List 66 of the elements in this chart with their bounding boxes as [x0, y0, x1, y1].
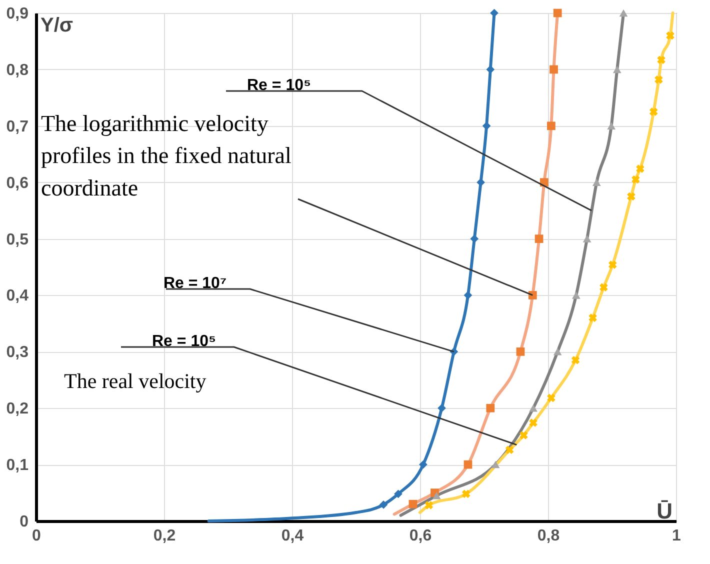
annotation: The real velocity [64, 369, 207, 393]
y-tick-label: 0,7 [6, 118, 29, 136]
point [534, 234, 544, 243]
y-tick-label: 0,4 [6, 288, 29, 305]
point [529, 418, 538, 427]
y-tick-label: 0 [20, 514, 29, 530]
point [432, 492, 441, 500]
x-tick-label: 0 [32, 528, 42, 544]
x-tick-label: 1 [672, 528, 682, 544]
point [553, 348, 562, 356]
point [636, 164, 644, 173]
point [553, 8, 562, 18]
point [470, 234, 479, 243]
point [607, 122, 616, 130]
point [438, 404, 446, 412]
point [657, 56, 666, 64]
point [632, 175, 640, 184]
y-tick-label: 0,6 [6, 174, 29, 192]
point [419, 460, 428, 469]
point [600, 283, 608, 292]
point [394, 490, 402, 498]
y-axis-title: Y/σ [40, 14, 74, 36]
point [491, 460, 500, 468]
point [649, 108, 658, 116]
point [516, 347, 525, 356]
point [654, 75, 663, 84]
x-tick-label: 0,2 [153, 528, 176, 544]
point [505, 446, 514, 454]
point [627, 192, 636, 201]
point [462, 490, 470, 498]
point [379, 500, 388, 509]
point [666, 31, 674, 40]
point [572, 292, 580, 299]
annotation: Re = 10⁵ [152, 333, 216, 350]
point [528, 291, 537, 300]
x-tick-label: 0,4 [281, 528, 304, 544]
point [476, 178, 485, 187]
annotation: Re = 10⁷ [163, 275, 227, 292]
y-tick-label: 0,2 [6, 400, 29, 418]
point [486, 404, 495, 412]
point [612, 66, 622, 74]
point [408, 500, 418, 508]
point [464, 460, 472, 469]
point [547, 394, 556, 402]
annotation: The logarithmic velocity profiles in the fixed natural coordinate [41, 111, 292, 200]
y-tick-label: 0,9 [6, 6, 29, 22]
annotation: Re = 10⁵ [247, 77, 311, 94]
point [520, 431, 528, 440]
point [588, 314, 597, 322]
point [424, 501, 434, 510]
point [592, 178, 601, 186]
y-tick-label: 0,8 [6, 62, 29, 79]
point [464, 291, 472, 300]
y-tick-label: 0,5 [6, 231, 29, 248]
y-tick-label: 0,1 [6, 457, 29, 474]
point [582, 235, 592, 242]
point [529, 404, 538, 412]
x-tick-label: 0,8 [537, 528, 560, 544]
y-tick-label: 0,3 [6, 344, 29, 362]
point [571, 356, 580, 364]
point [608, 260, 617, 269]
point [550, 65, 558, 74]
point [547, 122, 556, 130]
x-axis-title: Ū [656, 498, 672, 524]
x-tick-label: 0,6 [409, 528, 432, 544]
point [619, 9, 628, 17]
